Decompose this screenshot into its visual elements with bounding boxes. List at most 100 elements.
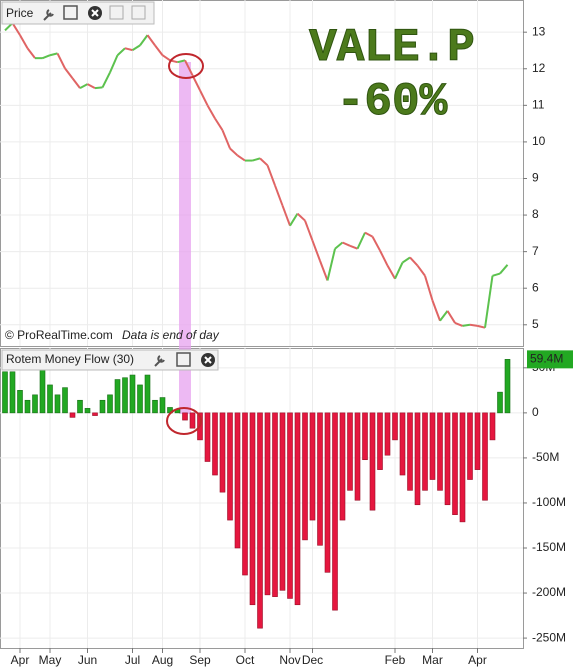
price-segment <box>116 47 126 56</box>
x-tick-label: Oct <box>236 653 255 667</box>
value-label-box <box>527 350 573 369</box>
bar <box>32 394 38 414</box>
price-segment <box>424 275 434 301</box>
y-tick-label: 12 <box>532 61 546 75</box>
bar <box>302 412 308 541</box>
y-tick-label: 10 <box>532 134 546 148</box>
bar <box>189 412 196 429</box>
window-icon[interactable] <box>63 5 78 20</box>
price-segment <box>11 22 21 36</box>
price-segment <box>492 272 501 277</box>
y-tick-label: 13 <box>532 24 546 38</box>
price-segment <box>199 89 209 106</box>
source: © ProRealTime.com <box>5 328 113 342</box>
price-segment <box>274 185 284 206</box>
bar <box>114 379 121 414</box>
bar <box>24 399 31 414</box>
bar <box>339 412 346 521</box>
price-segment <box>161 54 171 62</box>
header-icons[interactable] <box>43 5 146 21</box>
value-label: 59.4M <box>530 352 563 366</box>
y-tick-label: -100M <box>532 495 566 509</box>
bar <box>17 390 23 414</box>
price-segment <box>266 164 276 186</box>
bar <box>407 412 413 491</box>
y-tick-label: 6 <box>532 280 539 294</box>
bar <box>332 412 338 611</box>
header-icons[interactable] <box>154 352 215 367</box>
price-segment <box>49 52 58 57</box>
bar <box>227 412 233 521</box>
bar <box>324 412 331 573</box>
settings-icon[interactable] <box>43 9 54 21</box>
bar <box>2 371 8 414</box>
grid <box>0 0 523 648</box>
bar <box>62 387 68 414</box>
panel-title: Price <box>6 6 34 20</box>
price-segment <box>281 205 291 227</box>
bar <box>257 412 263 629</box>
price-segment <box>236 154 246 162</box>
bar <box>242 412 248 576</box>
bar <box>264 412 271 596</box>
price-segment <box>177 59 186 64</box>
price-segment <box>296 212 306 222</box>
y-tick-label: -200M <box>532 585 566 599</box>
price-segment <box>334 241 344 250</box>
x-tick-label: Jun <box>78 653 97 667</box>
settings-icon[interactable] <box>154 355 165 367</box>
bar <box>317 412 323 546</box>
bar <box>152 399 158 414</box>
bar <box>384 412 391 456</box>
bar <box>99 399 106 414</box>
bar <box>69 412 76 418</box>
bar <box>39 369 46 414</box>
price-segment <box>101 71 111 88</box>
price-segment <box>416 264 426 277</box>
bar <box>84 408 91 414</box>
bar <box>444 412 451 506</box>
x-tick-label: Jul <box>125 653 140 667</box>
bar <box>219 412 226 493</box>
price-segment <box>371 236 381 252</box>
y-tick-label: 0 <box>532 405 539 419</box>
x-tick-label: Aug <box>152 653 173 667</box>
bar <box>452 412 458 515</box>
move-up-icon[interactable] <box>131 5 146 20</box>
price-segment <box>26 47 36 59</box>
bar <box>377 412 383 470</box>
x-tick-label: Apr <box>468 653 487 667</box>
price-segment <box>409 256 419 267</box>
price-segment <box>401 256 411 264</box>
bar <box>182 412 188 421</box>
y-tick-label: -150M <box>532 540 566 554</box>
flow-header <box>1 349 219 371</box>
bar <box>459 412 466 523</box>
price-segment <box>289 213 299 227</box>
y-tick-label: -250M <box>532 630 566 644</box>
annotation: -60% <box>337 76 448 128</box>
window-icon[interactable] <box>176 352 191 367</box>
move-down-icon[interactable] <box>109 5 124 20</box>
price-segment <box>386 265 396 280</box>
price-segment <box>326 248 336 281</box>
price-segment <box>139 34 149 46</box>
price-segment <box>446 310 456 324</box>
bar <box>392 412 398 441</box>
bar <box>467 412 473 480</box>
bar <box>272 412 278 597</box>
bar <box>159 397 166 414</box>
close-cross <box>91 9 99 17</box>
price-segment <box>311 240 321 262</box>
price-segment <box>229 147 239 157</box>
bar <box>129 374 136 414</box>
x-tick-label: Dec <box>302 653 323 667</box>
bar <box>347 412 353 491</box>
bar <box>497 391 503 414</box>
price-segment <box>146 34 156 46</box>
price-segment <box>356 232 366 250</box>
bar <box>234 412 241 549</box>
price-segment <box>154 44 164 56</box>
x-tick-label: Feb <box>385 653 406 667</box>
